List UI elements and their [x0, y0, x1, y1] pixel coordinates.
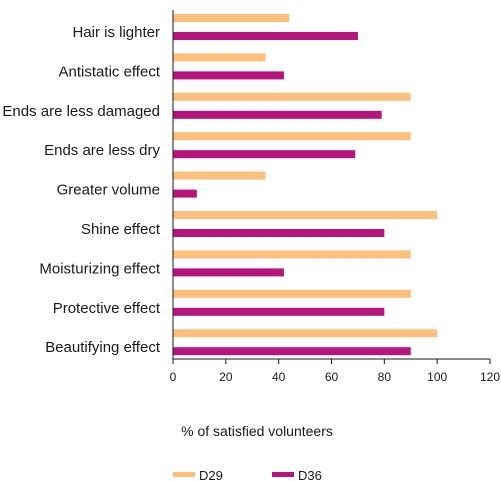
x-tick-label: 40: [272, 370, 286, 384]
bars-layer: [173, 14, 438, 356]
category-label: Greater volume: [57, 182, 160, 199]
bar-d29: [173, 289, 411, 298]
bar-d36: [173, 229, 385, 237]
category-label: Protective effect: [53, 300, 161, 317]
bar-d36: [173, 268, 284, 277]
x-axis-title: % of satisfied volunteers: [181, 423, 333, 439]
bar-d36: [173, 32, 358, 40]
category-label: Hair is lighter: [72, 24, 160, 41]
legend-swatch-d36: [272, 472, 294, 477]
bar-d36: [173, 110, 382, 119]
category-label: Beautifying effect: [45, 339, 161, 356]
legend-label-d36: D36: [298, 468, 322, 481]
bar-d29: [173, 132, 411, 141]
bar-d29: [173, 250, 411, 259]
bar-d36: [173, 150, 356, 159]
legend-label-d29: D29: [199, 468, 223, 481]
bar-d36: [173, 307, 385, 316]
bar-d29: [173, 211, 438, 219]
x-tick-label: 80: [378, 370, 392, 384]
category-label: Ends are less damaged: [2, 103, 160, 120]
bar-d29: [173, 329, 438, 338]
bar-d29: [173, 53, 266, 62]
axes: [172, 10, 490, 360]
bar-d29: [173, 92, 411, 101]
bar-d36: [173, 71, 284, 80]
bar-d36: [173, 347, 411, 356]
bar-d36: [173, 189, 197, 198]
bar-d29: [173, 14, 290, 22]
category-label: Shine effect: [81, 221, 161, 238]
bar-d29: [173, 171, 266, 180]
x-ticks: 0 20 40 60 80 100 120: [170, 359, 500, 384]
x-tick-label: 120: [480, 370, 500, 384]
category-label: Moisturizing effect: [39, 260, 160, 277]
x-tick-label: 0: [170, 370, 177, 384]
x-tick-label: 20: [219, 370, 233, 384]
category-label: Ends are less dry: [44, 142, 160, 159]
category-labels: Hair is lighter Antistatic effect Ends are…: [2, 24, 160, 356]
legend-swatch-d29: [173, 472, 195, 477]
category-label: Antistatic effect: [59, 63, 161, 80]
legend: D29 D36: [173, 468, 322, 481]
x-tick-label: 60: [325, 370, 339, 384]
x-tick-label: 100: [427, 370, 447, 384]
